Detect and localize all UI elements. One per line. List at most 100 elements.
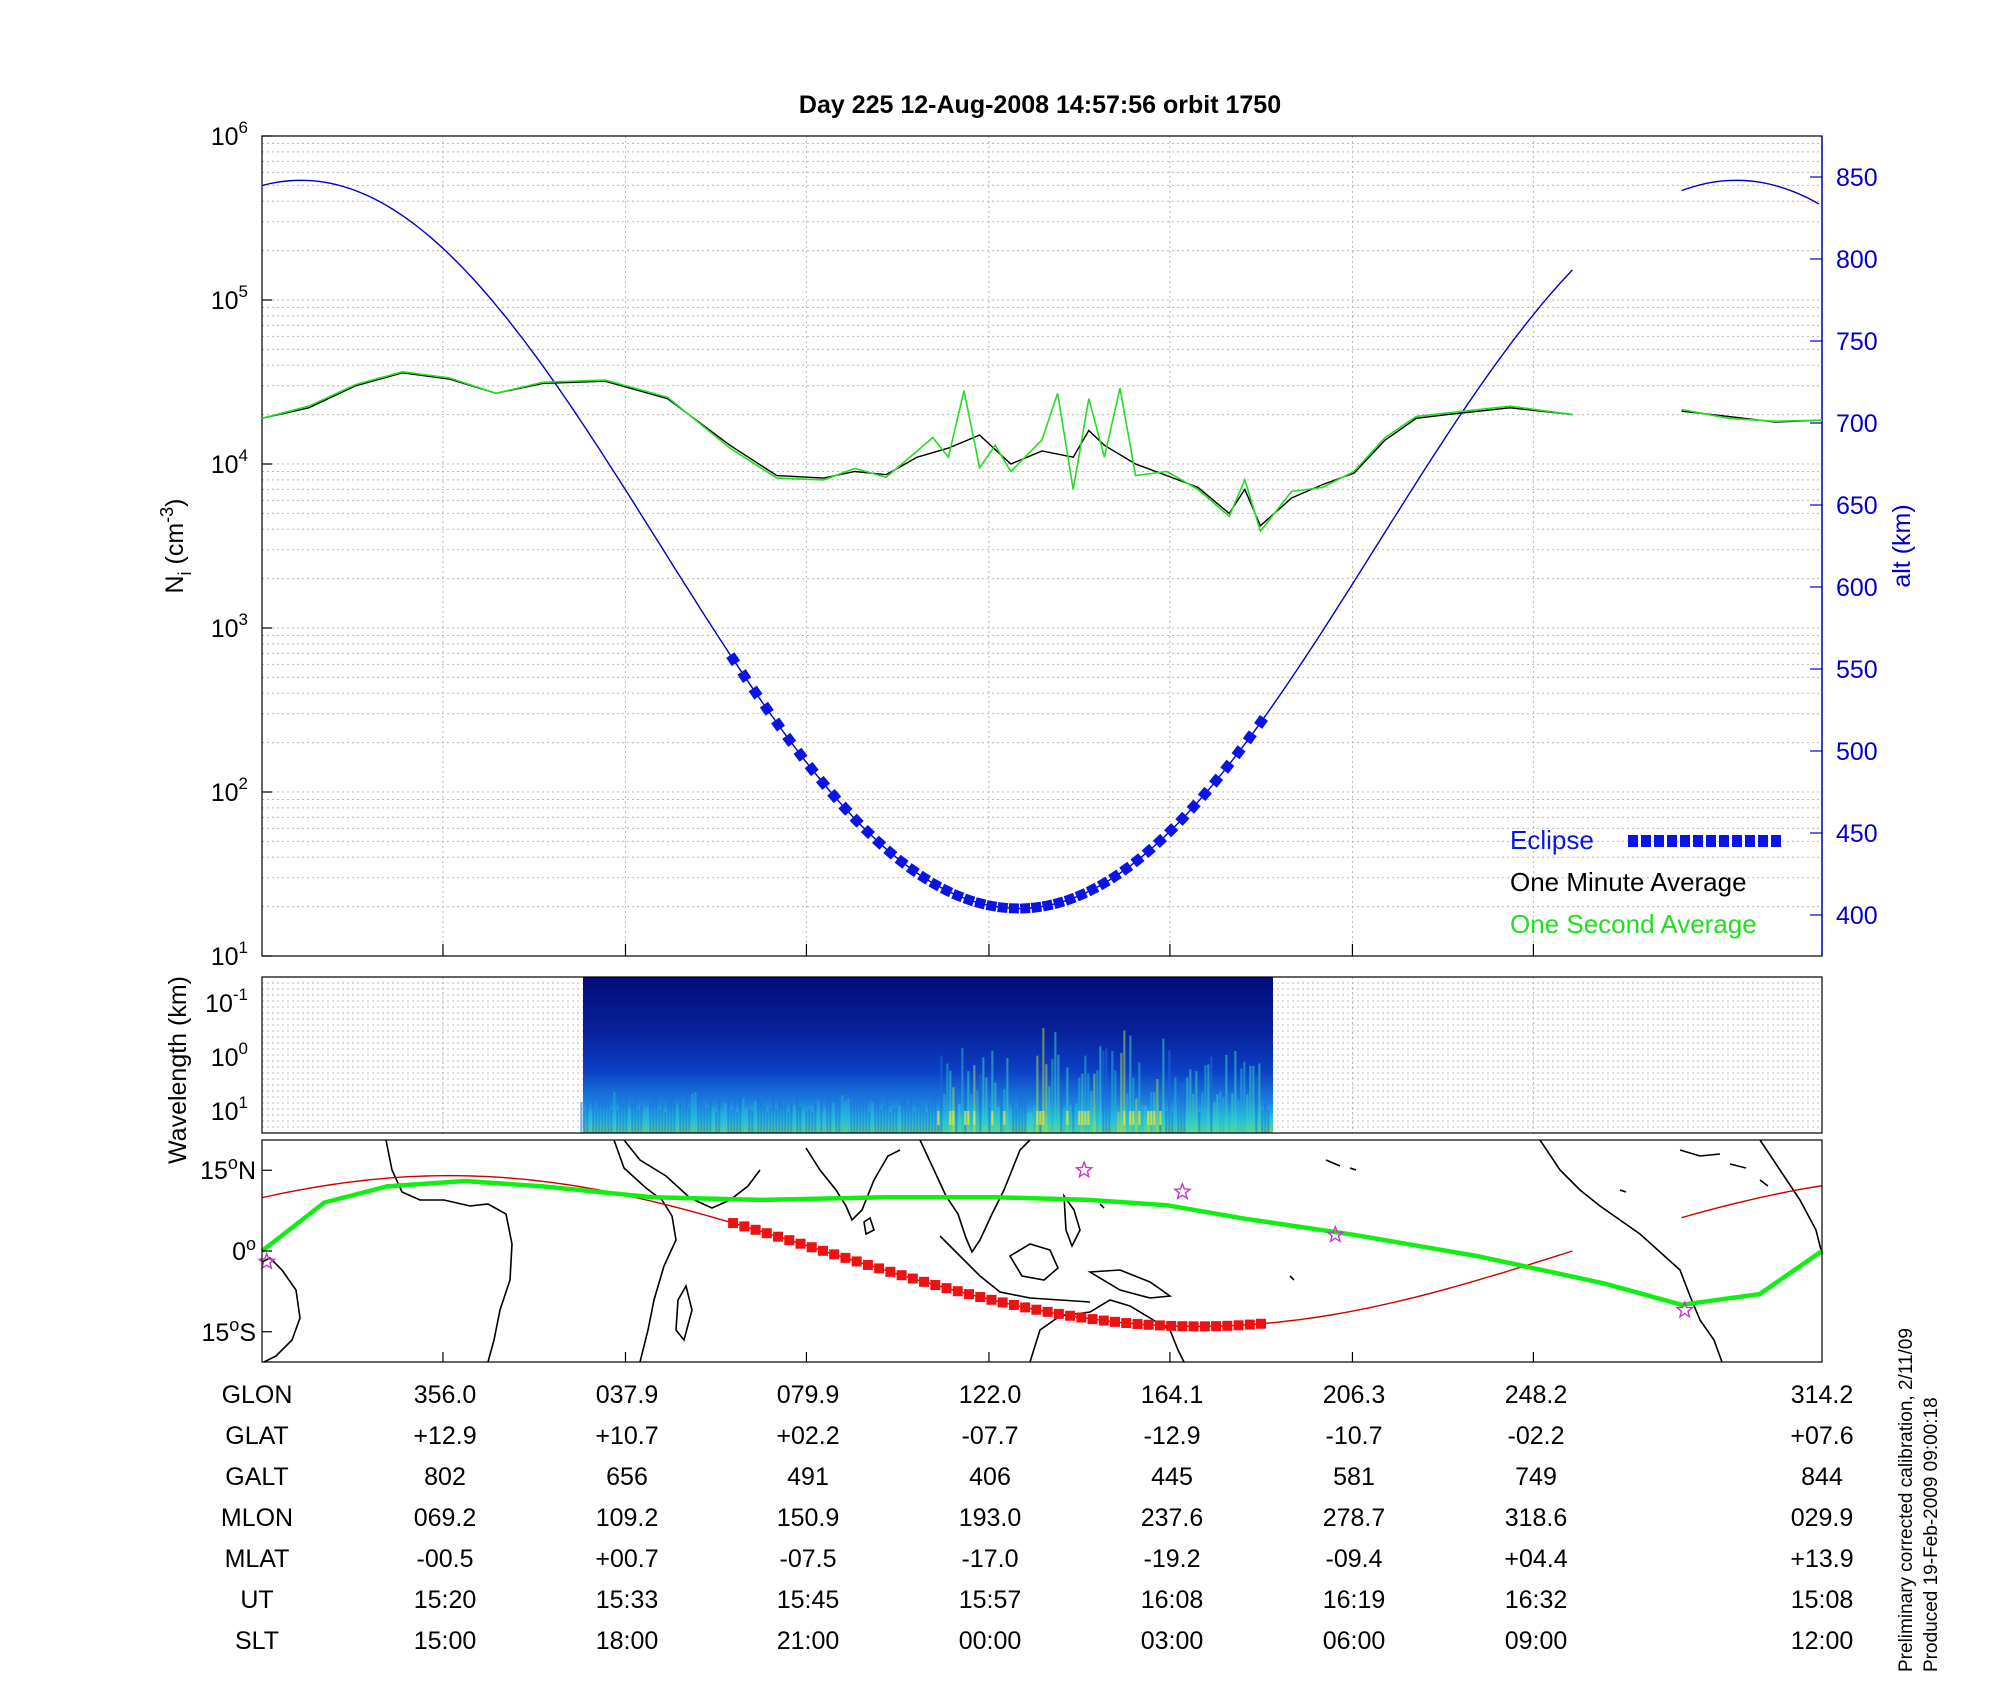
spec-strip xyxy=(1207,1064,1210,1133)
spec-strip-hot xyxy=(1084,1111,1087,1125)
spec-strip xyxy=(1261,1110,1264,1133)
one-minute-line xyxy=(261,372,1823,527)
spec-strip xyxy=(661,1102,664,1133)
spec-strip xyxy=(1168,1050,1171,1133)
spec-strip xyxy=(931,1092,934,1133)
spec-strip xyxy=(1141,1105,1144,1133)
spec-strip xyxy=(970,1094,973,1133)
density-y-label: Ni (cm-3) xyxy=(157,498,195,593)
alt-tick-label: 450 xyxy=(1836,820,1878,848)
y-tick-label: 106 xyxy=(211,118,248,151)
spec-strip xyxy=(721,1110,724,1133)
table-cell: +07.6 xyxy=(1790,1422,1853,1450)
spec-strip xyxy=(1183,1081,1186,1133)
spec-strip xyxy=(703,1105,706,1133)
spec-strip xyxy=(910,1092,913,1133)
spec-strip-hot xyxy=(1150,1111,1153,1125)
spec-strip xyxy=(994,1082,997,1133)
coastlines xyxy=(261,1139,1823,1363)
eclipse-marker xyxy=(726,652,741,667)
legend-eclipse-marker xyxy=(1654,835,1664,847)
spec-strip xyxy=(1234,1050,1237,1133)
table-cell: 03:00 xyxy=(1141,1627,1204,1655)
track-eclipse-marker xyxy=(817,1245,828,1256)
spec-strip xyxy=(1216,1094,1219,1133)
eclipse-marker xyxy=(838,801,853,816)
spec-strip xyxy=(619,1091,622,1133)
spec-strip xyxy=(769,1107,772,1133)
coastline-philippines xyxy=(1063,1193,1081,1248)
spec-strip xyxy=(883,1105,886,1133)
track-eclipse-marker xyxy=(806,1242,817,1253)
spec-strip xyxy=(1222,1097,1225,1133)
table-cell: 16:08 xyxy=(1141,1586,1204,1614)
ground-track-line xyxy=(1681,1185,1823,1219)
spec-strip xyxy=(1243,1061,1246,1133)
spec-strip xyxy=(985,1077,988,1133)
legend: Eclipse One Minute Average One Second Av… xyxy=(1510,825,1781,939)
eclipse-marker xyxy=(1063,892,1077,906)
spec-strip-hot xyxy=(964,1111,967,1125)
spec-strip xyxy=(1051,1059,1054,1133)
track-eclipse-marker xyxy=(840,1252,851,1263)
spec-strip xyxy=(961,1047,964,1133)
station-star-icon xyxy=(257,1251,277,1270)
track-eclipse-marker xyxy=(986,1294,997,1305)
spec-strip xyxy=(643,1111,646,1133)
spec-strip xyxy=(886,1091,889,1133)
table-cell: 581 xyxy=(1333,1463,1375,1491)
eclipse-marker xyxy=(815,775,831,790)
altitude-line xyxy=(1681,179,1820,205)
spec-strip-hot xyxy=(973,1111,976,1125)
spec-strip xyxy=(616,1110,619,1133)
density-data xyxy=(261,179,1823,914)
spec-strip xyxy=(988,1107,991,1133)
table-row-label: GALT xyxy=(225,1463,288,1491)
eclipse-marker xyxy=(759,701,774,716)
spec-strip xyxy=(1180,1083,1183,1133)
table-row-label: UT xyxy=(240,1586,273,1614)
eclipse-marker xyxy=(1254,714,1269,729)
spec-strip xyxy=(1237,1099,1240,1133)
spec-strip xyxy=(691,1093,694,1133)
eclipse-marker xyxy=(1030,901,1043,913)
spectrogram-y-ticks: 10-1 100 101 xyxy=(205,985,248,1126)
spec-strip xyxy=(919,1103,922,1133)
spec-strip-hot xyxy=(1003,1111,1006,1125)
spec-strip xyxy=(892,1108,895,1133)
spec-strip-hot xyxy=(1039,1111,1042,1125)
track-eclipse-marker xyxy=(1110,1316,1121,1327)
spec-strip xyxy=(1135,1098,1138,1133)
spec-strip xyxy=(904,1094,907,1133)
y-tick-label: 104 xyxy=(211,446,248,479)
spec-strip xyxy=(1219,1091,1222,1133)
track-eclipse-marker xyxy=(1121,1317,1132,1328)
eclipse-marker xyxy=(1231,745,1246,760)
ground-stations xyxy=(257,1160,1695,1319)
spec-strip xyxy=(1174,1077,1177,1133)
spec-strip xyxy=(856,1098,859,1133)
spec-strip xyxy=(871,1102,874,1133)
spec-strip xyxy=(889,1112,892,1133)
table-cell: -12.9 xyxy=(1144,1422,1201,1450)
track-eclipse-marker xyxy=(1166,1320,1177,1331)
table-cell: 445 xyxy=(1151,1463,1193,1491)
eclipse-marker xyxy=(1052,896,1066,909)
spec-strip xyxy=(1126,1093,1129,1133)
spec-strip xyxy=(724,1102,727,1133)
spec-strip xyxy=(928,1102,931,1133)
spec-strip xyxy=(1192,1093,1195,1133)
spec-strip xyxy=(925,1111,928,1133)
spec-strip-hot xyxy=(991,1111,994,1125)
alt-tick-label: 850 xyxy=(1836,164,1878,192)
spec-strip xyxy=(877,1097,880,1133)
eclipse-marker xyxy=(939,883,954,898)
table-cell: +00.7 xyxy=(595,1545,658,1573)
spec-strip xyxy=(1090,1091,1093,1133)
altitude-y-label: alt (km) xyxy=(1888,504,1916,587)
table-cell: 16:32 xyxy=(1505,1586,1568,1614)
eclipse-marker xyxy=(905,863,920,878)
spec-strip xyxy=(781,1103,784,1133)
table-cell: 356.0 xyxy=(414,1381,477,1409)
spec-strip xyxy=(730,1110,733,1133)
